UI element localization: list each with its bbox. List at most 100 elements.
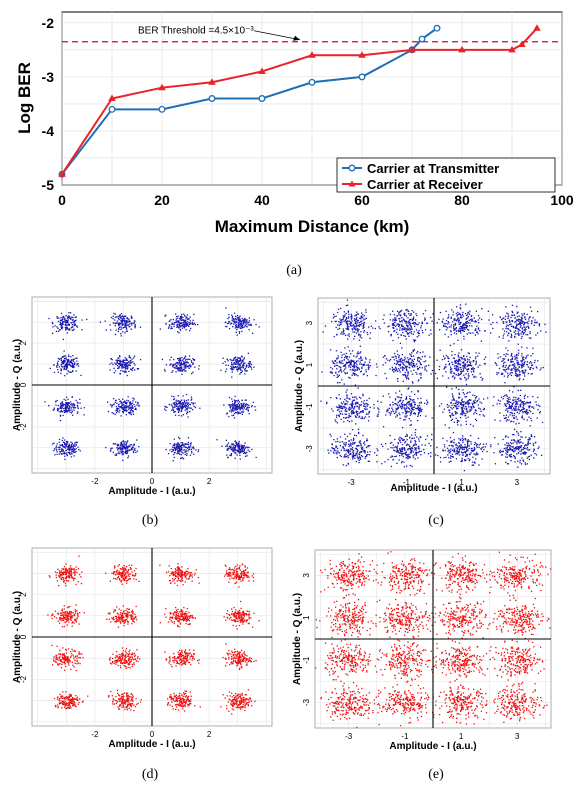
constellation-point — [353, 327, 356, 330]
y-tick-label: 0 — [19, 382, 28, 387]
constellation-point — [68, 407, 71, 409]
constellation-point — [165, 448, 167, 451]
constellation-point — [361, 417, 364, 420]
constellation-point — [234, 446, 236, 448]
constellation-point — [345, 407, 347, 409]
constellation-point — [506, 444, 508, 447]
constellation-point — [185, 443, 187, 446]
constellation-point — [336, 456, 338, 459]
constellation-point — [122, 450, 124, 452]
constellation-point — [65, 358, 67, 360]
constellation-point — [125, 362, 127, 364]
constellation-point — [467, 439, 469, 441]
constellation-point — [354, 457, 356, 459]
constellation-point — [113, 312, 115, 315]
constellation-point — [126, 320, 128, 322]
constellation-point — [225, 370, 227, 373]
constellation-point — [63, 363, 65, 365]
constellation-point — [122, 453, 124, 455]
constellation-point — [64, 404, 66, 406]
constellation-point — [450, 448, 452, 450]
constellation-point — [344, 364, 346, 366]
constellation-point — [189, 322, 191, 324]
constellation-point — [461, 407, 463, 409]
constellation-point — [462, 369, 465, 371]
constellation-point — [349, 398, 351, 400]
x-tick-label: 100 — [550, 192, 574, 208]
constellation-point — [442, 375, 444, 377]
constellation-point — [132, 411, 134, 413]
constellation-point — [359, 345, 361, 347]
constellation-point — [74, 445, 76, 447]
constellation-point — [509, 442, 512, 444]
constellation-point — [341, 356, 343, 359]
constellation-point — [393, 362, 396, 365]
constellation-point — [405, 404, 408, 406]
constellation-point — [116, 402, 118, 404]
constellation-point — [411, 319, 414, 322]
constellation-point — [72, 359, 74, 361]
constellation-point — [229, 404, 231, 406]
constellation-point — [186, 314, 188, 316]
constellation-point — [417, 445, 420, 447]
constellation-point — [181, 399, 183, 401]
constellation-point — [238, 450, 240, 452]
constellation-point — [179, 453, 181, 455]
constellation-point — [392, 339, 394, 342]
constellation-point — [128, 321, 130, 323]
constellation-point — [409, 424, 411, 426]
constellation-point — [64, 319, 66, 321]
constellation-point — [248, 329, 250, 331]
constellation-point — [133, 444, 135, 446]
constellation-point — [118, 451, 120, 453]
constellation-point — [180, 453, 182, 456]
constellation-point — [354, 374, 356, 376]
constellation-point — [342, 317, 345, 319]
constellation-point — [118, 411, 120, 413]
constellation-point — [350, 448, 352, 450]
constellation-point — [126, 445, 128, 447]
constellation-point — [245, 365, 248, 367]
constellation-point — [343, 407, 345, 409]
constellation-point — [337, 324, 339, 326]
constellation-point — [72, 370, 74, 372]
constellation-point — [185, 323, 187, 325]
constellation-point — [231, 319, 233, 321]
constellation-point — [461, 460, 463, 462]
constellation-point — [403, 448, 405, 451]
constellation-point — [445, 366, 447, 368]
constellation-point — [59, 321, 61, 323]
constellation-point — [125, 450, 127, 452]
constellation-point — [414, 449, 416, 451]
constellation-point — [410, 449, 412, 451]
constellation-point — [441, 358, 444, 361]
constellation-point — [191, 447, 193, 449]
constellation-point — [392, 409, 394, 411]
constellation-point — [56, 317, 58, 319]
constellation-point — [519, 450, 521, 452]
constellation-point — [187, 416, 189, 418]
constellation-point — [475, 397, 477, 399]
constellation-point — [59, 446, 61, 448]
constellation-point — [114, 443, 117, 445]
legend-label-transmitter: Carrier at Transmitter — [367, 161, 499, 176]
constellation-point — [466, 444, 469, 446]
constellation-point — [415, 440, 417, 443]
constellation-point — [180, 325, 183, 327]
constellation-point — [182, 405, 184, 407]
constellation-point — [70, 456, 73, 458]
constellation-point — [466, 378, 468, 380]
constellation-point — [463, 355, 465, 357]
constellation-point — [173, 396, 175, 398]
constellation-point — [521, 452, 523, 454]
constellation-point — [342, 362, 344, 364]
constellation-point — [54, 454, 56, 456]
constellation-point — [342, 464, 344, 466]
constellation-point — [409, 464, 412, 467]
constellation-point — [63, 361, 65, 363]
constellation-point — [444, 333, 446, 336]
constellation-point — [183, 313, 185, 315]
constellation-point — [136, 439, 138, 441]
constellation-point — [365, 406, 367, 408]
constellation-point — [178, 357, 180, 359]
